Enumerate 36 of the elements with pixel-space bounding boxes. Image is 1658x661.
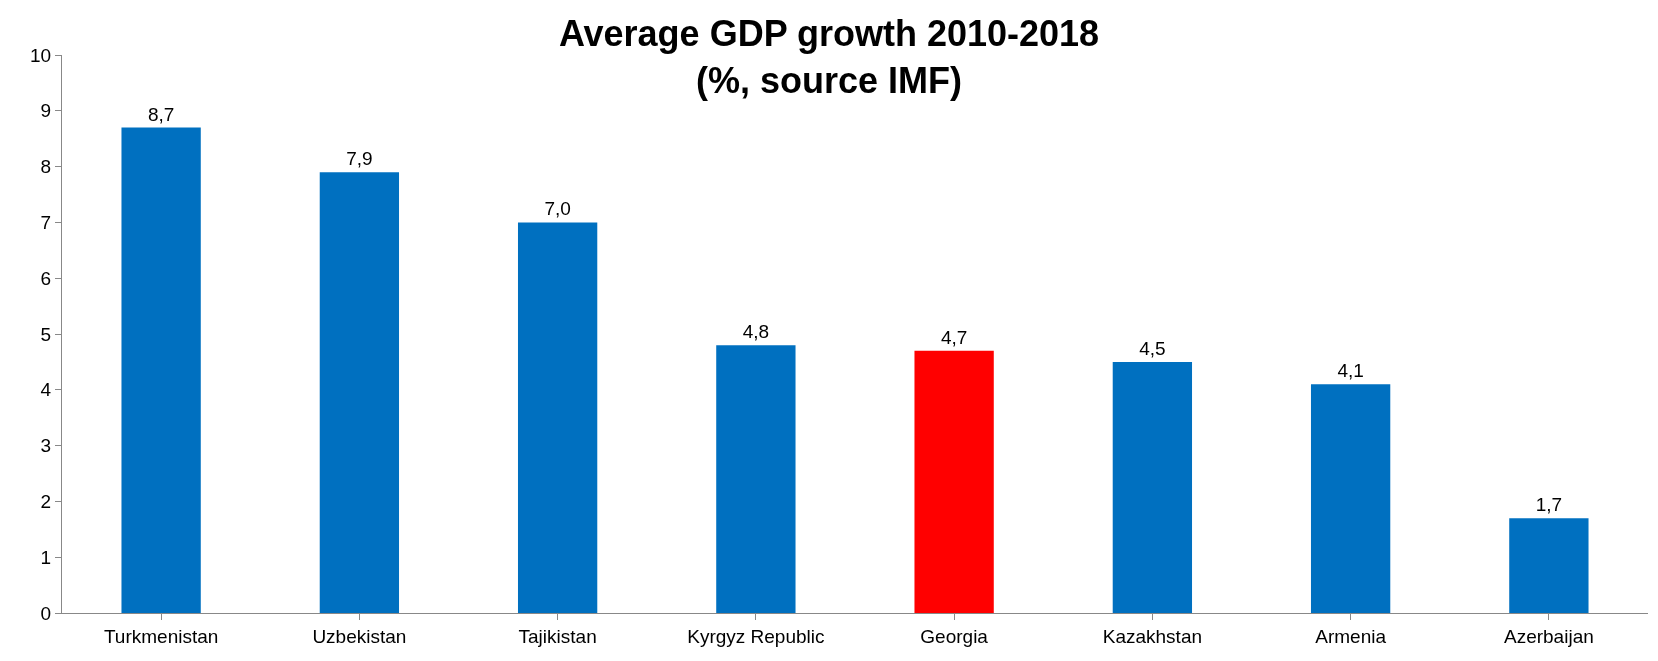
y-tick-label: 10 bbox=[30, 44, 52, 66]
bar bbox=[121, 127, 201, 613]
x-tick-label: Kazakhstan bbox=[1102, 625, 1203, 647]
x-tick-label: Uzbekistan bbox=[312, 625, 407, 647]
y-tick-label: 3 bbox=[40, 435, 52, 457]
y-tick-label: 7 bbox=[40, 212, 52, 234]
data-label: 8,7 bbox=[147, 103, 175, 125]
data-label: 4,5 bbox=[1139, 337, 1166, 359]
bar bbox=[1509, 518, 1589, 613]
bar bbox=[716, 345, 796, 613]
x-tick-label: Kyrgyz Republic bbox=[687, 625, 825, 647]
data-label: 7,9 bbox=[346, 148, 373, 170]
x-tick-label: Georgia bbox=[920, 625, 989, 647]
y-tick-label: 6 bbox=[40, 267, 52, 289]
bar bbox=[914, 350, 994, 613]
data-label: 7,0 bbox=[544, 198, 571, 220]
bar bbox=[319, 172, 400, 613]
data-label: 1,7 bbox=[1535, 494, 1563, 516]
bar bbox=[1310, 384, 1391, 613]
data-label: 4,1 bbox=[1337, 360, 1364, 382]
y-tick-label: 5 bbox=[40, 323, 52, 345]
y-tick-label: 4 bbox=[40, 379, 52, 401]
data-label: 4,8 bbox=[742, 321, 770, 343]
y-tick-label: 1 bbox=[40, 546, 52, 568]
x-tick-label: Turkmenistan bbox=[103, 625, 219, 647]
chart-title: Average GDP growth 2010-2018 (%, source IMF) bbox=[558, 13, 1100, 102]
x-tick-label: Azerbaijan bbox=[1503, 625, 1594, 647]
x-tick-label: Armenia bbox=[1315, 625, 1387, 647]
bar bbox=[1112, 361, 1193, 613]
x-tick-label: Tajikistan bbox=[518, 625, 597, 647]
y-tick-label: 9 bbox=[40, 100, 52, 122]
y-tick-label: 0 bbox=[40, 602, 52, 624]
y-tick-label: 8 bbox=[40, 156, 52, 178]
data-label: 4,7 bbox=[940, 326, 968, 348]
y-tick-label: 2 bbox=[40, 491, 52, 513]
bar bbox=[517, 222, 598, 613]
